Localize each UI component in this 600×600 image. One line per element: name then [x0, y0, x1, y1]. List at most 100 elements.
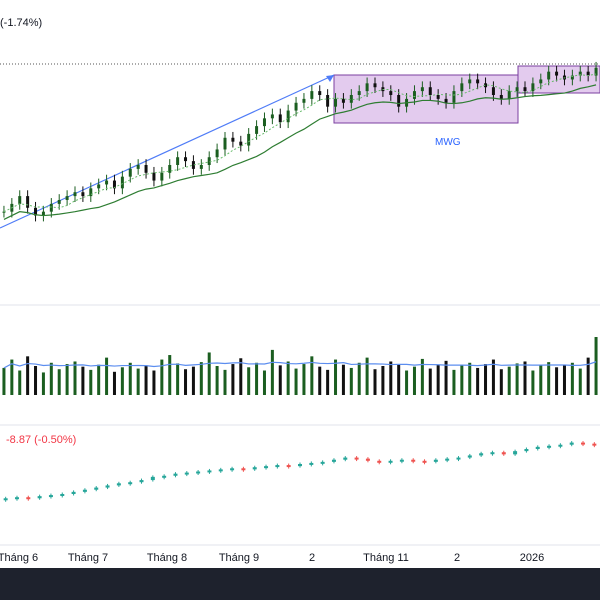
index-candle-body [343, 457, 348, 460]
volume-bar [112, 371, 116, 395]
candle-body [531, 83, 535, 92]
index-candle-body [218, 469, 223, 472]
index-candle-body [139, 480, 144, 483]
candle-body [128, 168, 132, 177]
volume-bar [334, 359, 338, 395]
candle-body [547, 71, 551, 80]
candle-body [184, 157, 188, 162]
candle-body [41, 211, 45, 216]
candle-body [144, 165, 148, 173]
candle-body [73, 192, 77, 197]
volume-bar [81, 366, 85, 395]
volume-bar [65, 364, 69, 395]
index-candle-body [82, 489, 87, 492]
candle-body [34, 207, 38, 216]
candle-body [176, 157, 180, 165]
price-pane [2, 61, 598, 222]
candle-body [136, 165, 140, 169]
candle-body [436, 95, 440, 99]
index-candle-body [422, 460, 427, 463]
index-candle-body [264, 466, 269, 469]
candle-body [452, 91, 456, 103]
moving-average-line [3, 84, 597, 220]
trend-line[interactable] [0, 74, 335, 229]
volume-ma-line [3, 361, 597, 369]
volume-bar [507, 366, 511, 395]
candle-body [555, 71, 559, 76]
candle-body [262, 118, 266, 127]
candle-body [191, 161, 195, 169]
candle-body [286, 110, 290, 123]
index-candle-body [513, 451, 518, 455]
candle-body [428, 87, 432, 95]
volume-bar [523, 361, 527, 395]
candle-body [270, 114, 274, 119]
stock-chart[interactable]: (-1.74%) MWG -8.87 (-0.50%) Tháng 6 Tháng… [0, 0, 600, 568]
x-axis-tick-label: Tháng 11 [363, 552, 409, 564]
volume-bar [428, 368, 432, 395]
volume-bar [105, 357, 109, 395]
index-candle-body [535, 446, 540, 449]
volume-bar [199, 362, 203, 395]
index-candle-body [116, 483, 121, 486]
ticker-watermark: MWG [435, 137, 461, 148]
candle-body [168, 165, 172, 173]
candle-body [57, 200, 61, 204]
index-candle-body [94, 487, 99, 490]
volume-bar [468, 362, 472, 395]
volume-bar [460, 365, 464, 395]
price-change-label: (-1.74%) [0, 17, 42, 29]
index-candle-body [275, 465, 280, 468]
index-candle-body [547, 445, 552, 448]
candle-body [223, 137, 227, 150]
index-candle-body [467, 455, 472, 458]
volume-bar [207, 352, 211, 395]
index-candle-body [230, 468, 235, 471]
index-pane [3, 441, 597, 502]
volume-bar [136, 368, 140, 395]
volume-bar [294, 368, 298, 395]
index-candle-body [60, 494, 65, 496]
volume-bar [34, 366, 38, 395]
candle-body [586, 71, 590, 76]
volume-bar [349, 367, 353, 395]
candle-body [239, 141, 243, 146]
index-candle-body [433, 459, 438, 462]
candle-body [318, 91, 322, 95]
candle-body [247, 133, 251, 146]
volume-bar [97, 364, 101, 395]
volume-bar [302, 364, 306, 395]
volume-bar [476, 367, 480, 395]
candle-body [65, 196, 69, 200]
volume-bar [41, 372, 45, 395]
index-candle-body [128, 482, 133, 485]
candle-body [310, 91, 314, 99]
volume-bar [570, 362, 574, 395]
index-candle-body [252, 467, 257, 470]
range-box-1[interactable] [333, 74, 519, 124]
volume-bar [270, 349, 274, 395]
volume-bar [10, 359, 14, 395]
candle-body [215, 149, 219, 158]
volume-bar [89, 369, 93, 395]
moving-average-dashed [3, 73, 597, 213]
index-candle-body [445, 458, 450, 461]
volume-bar [405, 370, 409, 395]
candle-body [412, 91, 416, 99]
volume-bar [586, 357, 590, 395]
candle-body [334, 98, 338, 107]
candle-body [120, 176, 124, 189]
volume-bar [255, 362, 259, 395]
index-candle-body [207, 470, 212, 473]
index-candle-body [354, 457, 359, 460]
candle-body [373, 83, 377, 88]
x-axis-tick-label: 2 [454, 552, 460, 564]
candle-body [199, 165, 203, 169]
index-candle-body [26, 497, 31, 500]
index-candle-body [173, 473, 178, 476]
index-candle-body [365, 458, 370, 461]
index-candle-body [320, 461, 325, 464]
candle-body [397, 95, 401, 107]
index-candle-body [581, 442, 586, 445]
